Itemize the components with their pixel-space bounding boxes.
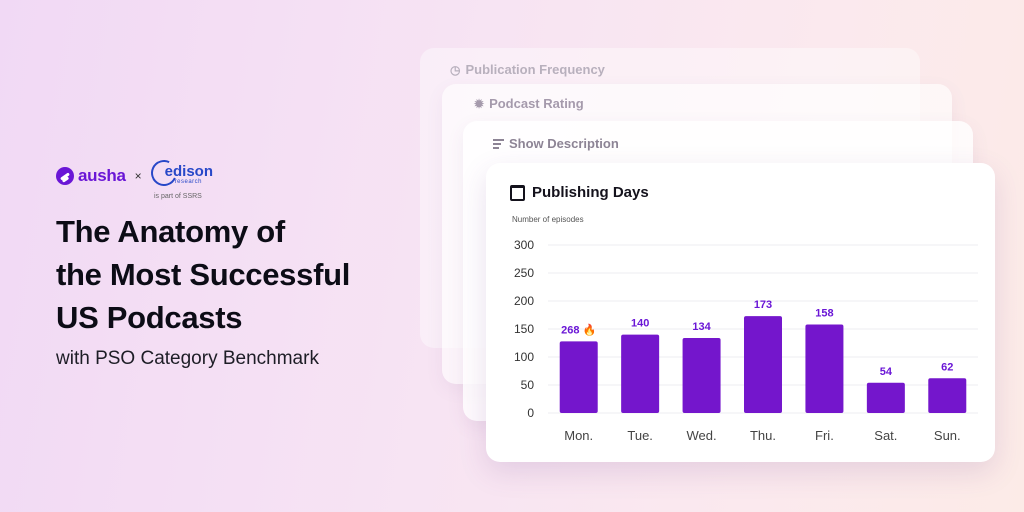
x-tick-label: Sat.: [874, 428, 897, 443]
x-tick-label: Mon.: [564, 428, 593, 443]
data-label: 268 🔥: [561, 323, 596, 336]
ausha-logo-text: ausha: [78, 166, 126, 185]
bar-fri: [805, 324, 844, 413]
page-subtitle: with PSO Category Benchmark: [56, 348, 319, 369]
calendar-icon: [510, 184, 525, 201]
y-tick-label: 250: [514, 266, 534, 280]
bar-sun: [928, 378, 967, 413]
page-title: The Anatomy of the Most Successful US Po…: [56, 210, 350, 339]
data-label: 158: [815, 308, 833, 320]
card-publication-frequency-title: ◷ Publication Frequency: [450, 62, 605, 77]
card-podcast-rating-title: ✹ Podcast Rating: [474, 96, 584, 111]
edison-logo: edison research: [146, 156, 221, 192]
data-label: 173: [754, 299, 772, 311]
y-tick-label: 150: [514, 322, 534, 336]
data-label: 140: [631, 318, 649, 330]
brand-logos: ausha × edison research: [56, 156, 221, 192]
bar-mon: [559, 341, 598, 413]
clock-icon: ◷: [450, 62, 461, 77]
y-tick-label: 100: [514, 350, 534, 364]
x-tick-label: Wed.: [687, 428, 717, 443]
chart-title-label: Publishing Days: [532, 184, 649, 201]
brand-separator: ×: [134, 169, 142, 183]
bar-tue: [621, 334, 660, 413]
chart-title: Publishing Days: [510, 184, 649, 201]
x-tick-label: Fri.: [815, 428, 834, 443]
ausha-logo-icon: [56, 167, 74, 185]
publishing-days-chart: 0 50 100 150 200 250 300 268 🔥 Mon. 140 Tue. 134 Wed…: [514, 238, 978, 443]
star-badge-icon: ✹: [474, 96, 485, 111]
edison-logo-subtext: research: [174, 179, 202, 185]
card-show-description-title: Show Description: [493, 136, 619, 151]
y-tick-label: 50: [521, 378, 535, 392]
y-tick-label: 0: [527, 406, 534, 420]
y-tick-label: 200: [514, 294, 534, 308]
title-line-2: the Most Successful: [56, 257, 351, 292]
chart-y-axis-label: Number of episodes: [512, 215, 584, 224]
ssrs-note: is part of SSRS: [154, 193, 202, 200]
data-label: 134: [692, 321, 711, 333]
card-show-description-label: Show Description: [509, 136, 619, 151]
card-publication-frequency-label: Publication Frequency: [465, 62, 605, 77]
data-label: 62: [941, 361, 953, 373]
x-tick-label: Tue.: [627, 428, 653, 443]
title-line-1: The Anatomy of: [56, 214, 285, 249]
bar-wed: [682, 337, 721, 413]
x-tick-label: Thu.: [750, 428, 776, 443]
x-tick-label: Sun.: [934, 428, 961, 443]
bar-thu: [744, 316, 782, 413]
text-lines-icon: [493, 137, 504, 151]
bar-sat: [866, 382, 905, 413]
edison-logo-text: edison: [164, 163, 213, 180]
title-line-3: US Podcasts: [56, 300, 243, 335]
y-tick-label: 300: [514, 238, 534, 252]
card-podcast-rating-label: Podcast Rating: [489, 96, 584, 111]
data-label: 54: [880, 366, 893, 378]
card-publishing-days: Publishing Days Number of episodes 0 50 10…: [486, 163, 995, 462]
